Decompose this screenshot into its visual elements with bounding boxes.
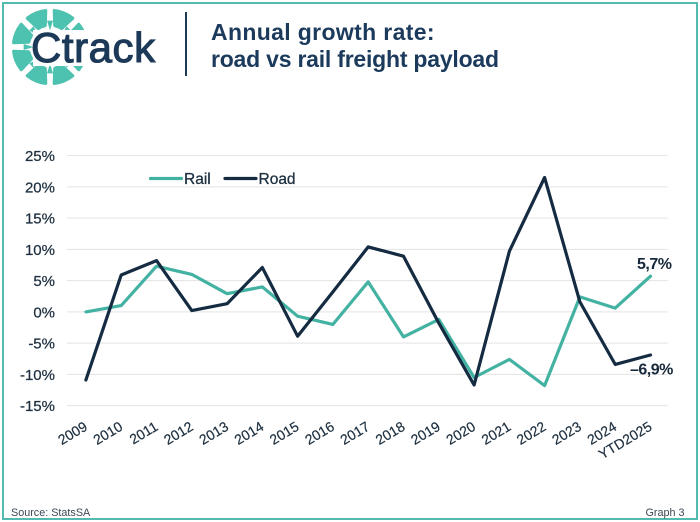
svg-text:2016: 2016	[302, 418, 337, 448]
svg-text:2011: 2011	[126, 418, 160, 447]
svg-text:0%: 0%	[33, 304, 55, 321]
svg-text:2020: 2020	[443, 418, 478, 448]
svg-text:2019: 2019	[408, 418, 443, 448]
svg-text:2009: 2009	[55, 418, 90, 448]
svg-text:2018: 2018	[373, 418, 408, 448]
svg-text:Road: Road	[259, 171, 296, 188]
svg-text:5,7%: 5,7%	[637, 256, 672, 273]
svg-text:15%: 15%	[25, 211, 55, 228]
svg-text:2022: 2022	[514, 418, 549, 448]
svg-text:20%: 20%	[25, 179, 55, 196]
svg-text:2021: 2021	[478, 418, 513, 448]
svg-text:25%: 25%	[25, 148, 55, 165]
svg-text:2023: 2023	[549, 418, 584, 448]
svg-text:2017: 2017	[337, 418, 372, 448]
svg-text:-15%: -15%	[20, 398, 55, 415]
svg-text:5%: 5%	[33, 273, 55, 290]
svg-text:2015: 2015	[267, 418, 302, 448]
svg-text:10%: 10%	[25, 242, 55, 259]
svg-text:-5%: -5%	[28, 336, 55, 353]
svg-text:2014: 2014	[231, 418, 266, 448]
svg-text:2012: 2012	[161, 418, 196, 448]
svg-text:Ctrack: Ctrack	[31, 24, 156, 71]
svg-text:-10%: -10%	[20, 367, 55, 384]
svg-text:–6,9%: –6,9%	[630, 362, 673, 379]
svg-text:Rail: Rail	[184, 171, 211, 188]
svg-text:2010: 2010	[90, 418, 125, 448]
svg-text:2013: 2013	[196, 418, 231, 448]
